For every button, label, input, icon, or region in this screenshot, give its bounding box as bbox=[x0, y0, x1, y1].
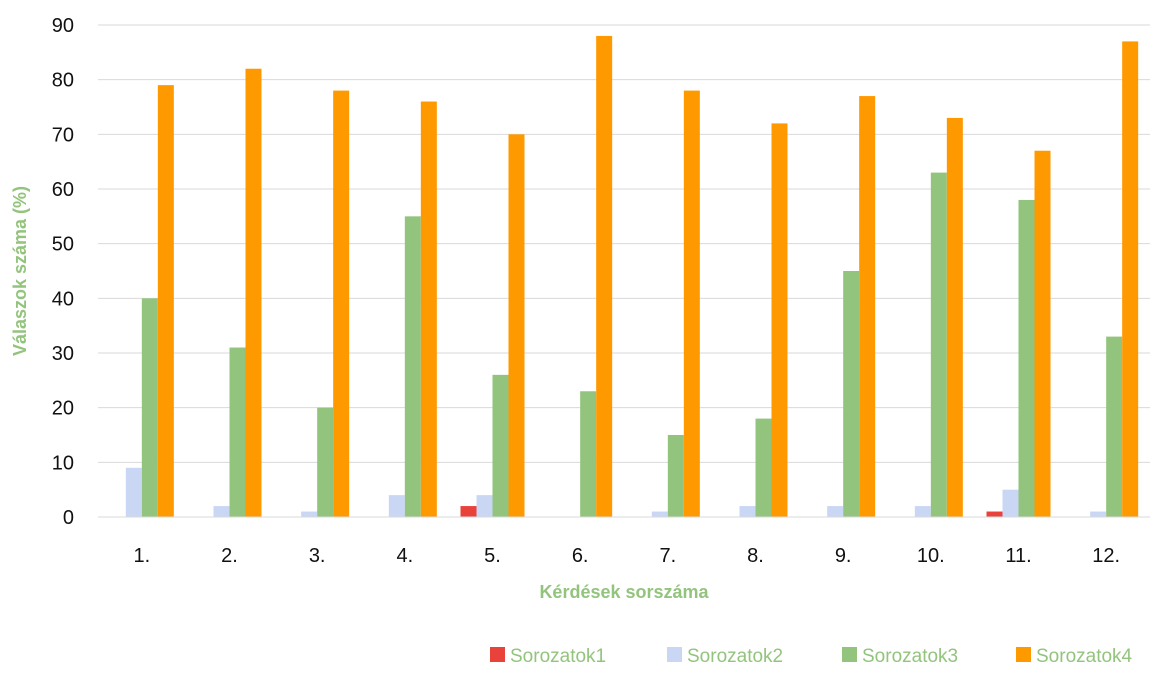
y-tick-label: 80 bbox=[52, 70, 74, 92]
bar-sorozatok2-2 bbox=[213, 506, 230, 517]
bar-sorozatok3-4 bbox=[404, 216, 421, 518]
bar-sorozatok4-3 bbox=[333, 90, 350, 517]
legend-label-sorozatok1: Sorozatok1 bbox=[510, 646, 606, 667]
bar-sorozatok4-12 bbox=[1122, 41, 1139, 518]
y-axis-ticks: 0 10 20 30 40 50 60 70 80 90 bbox=[52, 15, 74, 529]
bar-sorozatok3-1 bbox=[141, 298, 158, 517]
bar-sorozatok4-6 bbox=[596, 35, 613, 517]
x-tick-label: 2. bbox=[221, 545, 238, 567]
x-tick-label: 11. bbox=[1005, 545, 1031, 567]
grid-lines bbox=[98, 24, 1150, 463]
y-tick-label: 50 bbox=[52, 234, 74, 256]
bar-sorozatok1-5 bbox=[460, 506, 477, 517]
bar-sorozatok2-8 bbox=[739, 506, 756, 517]
x-tick-label: 6. bbox=[572, 545, 589, 567]
legend-swatch-sorozatok3 bbox=[842, 647, 857, 662]
bar-sorozatok2-4 bbox=[388, 495, 405, 517]
bar-sorozatok2-5 bbox=[476, 495, 493, 517]
bar-sorozatok3-7 bbox=[667, 435, 684, 517]
legend-swatch-sorozatok2 bbox=[667, 647, 682, 662]
x-tick-label: 9. bbox=[835, 545, 852, 567]
bar-sorozatok4-5 bbox=[508, 134, 525, 518]
bar-sorozatok3-10 bbox=[930, 172, 947, 517]
y-tick-label: 60 bbox=[52, 179, 74, 201]
bars bbox=[125, 35, 1139, 518]
bar-sorozatok2-1 bbox=[125, 467, 142, 517]
bar-sorozatok2-9 bbox=[827, 506, 844, 517]
bar-sorozatok4-7 bbox=[683, 90, 700, 517]
legend-swatch-sorozatok4 bbox=[1016, 647, 1031, 662]
bar-sorozatok3-9 bbox=[843, 271, 860, 517]
legend-label-sorozatok2: Sorozatok2 bbox=[687, 646, 783, 667]
bar-sorozatok4-9 bbox=[859, 96, 876, 518]
bar-sorozatok2-7 bbox=[651, 511, 668, 517]
x-tick-label: 3. bbox=[309, 545, 326, 567]
y-tick-label: 70 bbox=[52, 124, 74, 146]
bar-sorozatok2-10 bbox=[914, 506, 931, 517]
bar-sorozatok2-11 bbox=[1002, 489, 1019, 517]
x-tick-label: 10. bbox=[917, 545, 945, 567]
bar-sorozatok4-10 bbox=[946, 117, 963, 517]
legend-label-sorozatok4: Sorozatok4 bbox=[1036, 646, 1133, 667]
bar-sorozatok4-4 bbox=[420, 101, 437, 518]
x-tick-label: 4. bbox=[396, 545, 413, 567]
bar-sorozatok4-1 bbox=[157, 85, 174, 517]
bar-sorozatok3-11 bbox=[1018, 199, 1035, 517]
y-tick-label: 20 bbox=[52, 398, 74, 420]
y-axis-title: Válaszok száma (%) bbox=[10, 186, 30, 356]
x-tick-label: 7. bbox=[659, 545, 676, 567]
x-tick-label: 8. bbox=[747, 545, 764, 567]
x-tick-label: 5. bbox=[484, 545, 501, 567]
bar-sorozatok2-3 bbox=[301, 511, 318, 517]
y-tick-label: 40 bbox=[52, 288, 74, 310]
bar-sorozatok4-11 bbox=[1034, 150, 1051, 517]
bar-sorozatok1-11 bbox=[986, 511, 1003, 517]
y-tick-label: 30 bbox=[52, 343, 74, 365]
x-axis-ticks: 1. 2. 3. 4. 5. 6. 7. 8. 9. 10. 11. 12. bbox=[133, 545, 1120, 567]
bar-sorozatok3-3 bbox=[317, 407, 334, 517]
x-tick-label: 1. bbox=[133, 545, 150, 567]
x-tick-label: 12. bbox=[1092, 545, 1120, 567]
y-tick-label: 90 bbox=[52, 15, 74, 37]
legend: Sorozatok1 Sorozatok2 Sorozatok3 Sorozatok4 bbox=[490, 646, 1133, 667]
bar-sorozatok3-5 bbox=[492, 374, 509, 517]
y-tick-label: 10 bbox=[52, 452, 74, 474]
bar-sorozatok3-6 bbox=[580, 391, 597, 517]
bar-sorozatok4-2 bbox=[245, 68, 262, 517]
x-axis-title: Kérdések sorszáma bbox=[539, 582, 709, 602]
legend-swatch-sorozatok1 bbox=[490, 647, 505, 662]
bar-sorozatok3-8 bbox=[755, 418, 772, 517]
legend-label-sorozatok3: Sorozatok3 bbox=[862, 646, 958, 667]
bar-sorozatok3-12 bbox=[1106, 336, 1123, 517]
bar-sorozatok2-12 bbox=[1090, 511, 1107, 517]
y-tick-label: 0 bbox=[63, 507, 74, 529]
bar-sorozatok4-8 bbox=[771, 123, 788, 518]
bar-sorozatok3-2 bbox=[229, 347, 246, 517]
